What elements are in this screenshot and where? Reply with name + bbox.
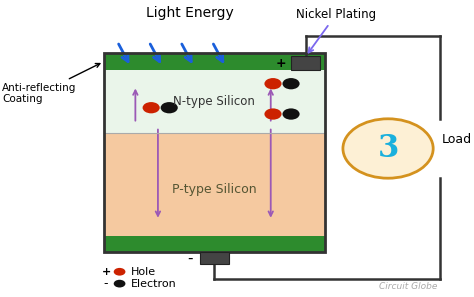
Text: Electron: Electron	[131, 279, 177, 289]
Text: P-type Silicon: P-type Silicon	[172, 183, 256, 196]
Bar	[291, 56, 320, 70]
Circle shape	[114, 280, 126, 287]
Text: Hole: Hole	[131, 267, 156, 277]
Text: Nickel Plating: Nickel Plating	[296, 8, 376, 53]
Bar	[104, 133, 325, 236]
Circle shape	[161, 102, 178, 113]
Circle shape	[343, 119, 433, 178]
Circle shape	[114, 268, 126, 276]
Text: +: +	[101, 267, 110, 277]
Text: Anti-reflecting
Coating: Anti-reflecting Coating	[2, 64, 100, 104]
Text: N-type Silicon: N-type Silicon	[173, 95, 255, 108]
Circle shape	[283, 108, 300, 120]
Bar	[104, 236, 325, 252]
Text: -: -	[104, 277, 108, 290]
Bar	[104, 53, 325, 70]
Text: +: +	[276, 57, 286, 69]
Circle shape	[264, 108, 282, 120]
Bar	[104, 70, 325, 133]
Text: Circuit Globe: Circuit Globe	[379, 282, 438, 291]
Circle shape	[264, 78, 282, 89]
Bar	[104, 53, 325, 252]
Circle shape	[283, 78, 300, 89]
Circle shape	[143, 102, 160, 113]
Bar	[200, 252, 229, 264]
Text: -: -	[187, 251, 192, 266]
Text: 3: 3	[377, 133, 399, 164]
Text: Load: Load	[442, 133, 472, 146]
Text: Light Energy: Light Energy	[146, 6, 233, 20]
